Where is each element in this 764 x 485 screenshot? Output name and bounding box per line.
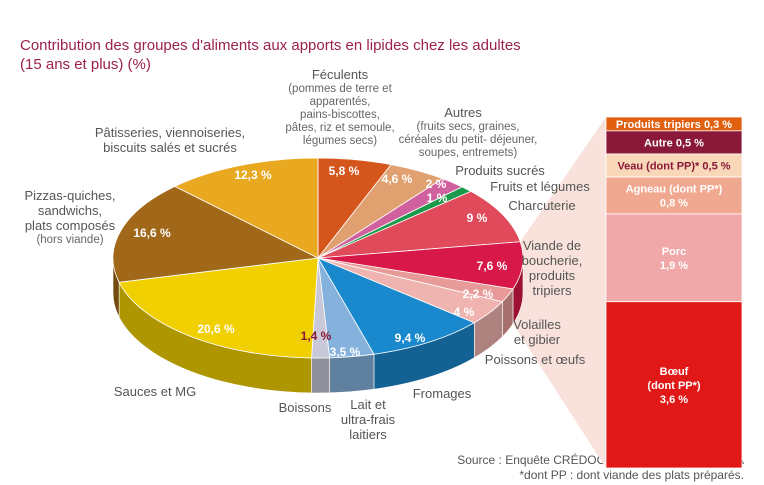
category-note: soupes, entremets) — [419, 147, 518, 159]
category-label: Fromages — [413, 386, 472, 401]
value-label: 9,4 % — [395, 331, 426, 345]
breakdown-name: Autre — [644, 137, 673, 149]
slice-side — [311, 357, 330, 394]
value-label: 1,4 % — [301, 329, 332, 343]
chart-title: Contribution des groupes d'aliments aux … — [20, 37, 521, 54]
category-label: Produits sucrés — [455, 163, 545, 178]
value-label: 3,5 % — [330, 345, 361, 359]
slice — [118, 257, 319, 359]
category-label: biscuits salés et sucrés — [103, 140, 237, 155]
category-note: pâtes, riz et semoule, — [285, 122, 394, 134]
breakdown-name: (dont PP*) — [647, 380, 700, 392]
slice — [317, 257, 476, 355]
category-note: apparentés, — [310, 96, 371, 108]
connector — [512, 117, 606, 468]
category-label: Autres — [444, 105, 482, 120]
category-label: et gibier — [514, 332, 561, 347]
category-note: (hors viande) — [36, 234, 103, 246]
value-label: 2 % — [426, 177, 447, 191]
chart-title: (15 ans et plus) (%) — [20, 56, 151, 73]
breakdown-name: Bœuf — [660, 366, 689, 378]
breakdown-name: Veau (dont PP)* — [617, 160, 700, 172]
category-note: légumes secs) — [303, 135, 377, 147]
category-label: plats composés — [25, 218, 116, 233]
value-label: 2,2 % — [463, 287, 494, 301]
breakdown-label: Produits tripiers 0,3 % — [616, 119, 732, 131]
breakdown-value: 1,9 % — [660, 260, 688, 272]
category-label: tripiers — [532, 283, 572, 298]
breakdown-segment — [605, 213, 743, 303]
slice — [317, 190, 521, 259]
breakdown-name: Porc — [662, 246, 686, 258]
category-label: Lait et — [350, 397, 386, 412]
breakdown-value: 0,5 % — [702, 160, 730, 172]
breakdown-value: 0,5 % — [676, 137, 704, 149]
breakdown-segment — [605, 301, 743, 469]
category-label: Boissons — [279, 400, 332, 415]
breakdown-label: Autre 0,5 % — [644, 137, 704, 149]
value-label: 9 % — [467, 211, 488, 225]
breakdown-value: 0,8 % — [660, 198, 688, 210]
category-note: céréales du petit- déjeuner, — [399, 134, 538, 146]
category-label: Volailles — [513, 317, 561, 332]
value-label: 16,6 % — [133, 226, 171, 240]
breakdown-value: 0,3 % — [704, 119, 732, 131]
breakdown-label: Veau (dont PP)* 0,5 % — [617, 160, 730, 172]
category-note: pains-biscottes, — [300, 109, 380, 121]
slice-side — [329, 353, 375, 394]
category-label: produits — [529, 268, 576, 283]
value-label: 4,6 % — [382, 172, 413, 186]
slice — [317, 241, 524, 290]
category-label: boucherie, — [522, 253, 583, 268]
value-label: 1 % — [427, 191, 448, 205]
category-label: Féculents — [312, 67, 369, 82]
value-label: 4 % — [454, 305, 475, 319]
category-label: laitiers — [349, 427, 387, 442]
slice — [173, 157, 319, 259]
breakdown-value: 3,6 % — [660, 394, 688, 406]
category-label: Charcuterie — [508, 198, 575, 213]
category-label: ultra-frais — [341, 412, 396, 427]
category-note: (fruits secs, graines, — [417, 121, 520, 133]
value-label: 5,8 % — [329, 164, 360, 178]
value-label: 12,3 % — [234, 168, 272, 182]
breakdown-name: Agneau (dont PP*) — [626, 184, 723, 196]
breakdown-segment — [605, 176, 743, 215]
category-label: Pizzas-quiches, — [24, 188, 115, 203]
category-label: sandwichs, — [38, 203, 102, 218]
value-label: 7,6 % — [477, 259, 508, 273]
category-label: Sauces et MG — [114, 384, 196, 399]
slice — [112, 185, 320, 283]
category-label: Viande de — [523, 238, 581, 253]
category-label: Poissons et œufs — [485, 352, 586, 367]
breakdown-name: Produits tripiers — [616, 119, 701, 131]
category-label: Fruits et légumes — [490, 179, 590, 194]
category-note: (pommes de terre et — [288, 83, 392, 95]
value-label: 20,6 % — [197, 322, 235, 336]
category-label: Pâtisseries, viennoiseries, — [95, 125, 245, 140]
source-note: *dont PP : dont viande des plats préparé… — [519, 468, 744, 482]
